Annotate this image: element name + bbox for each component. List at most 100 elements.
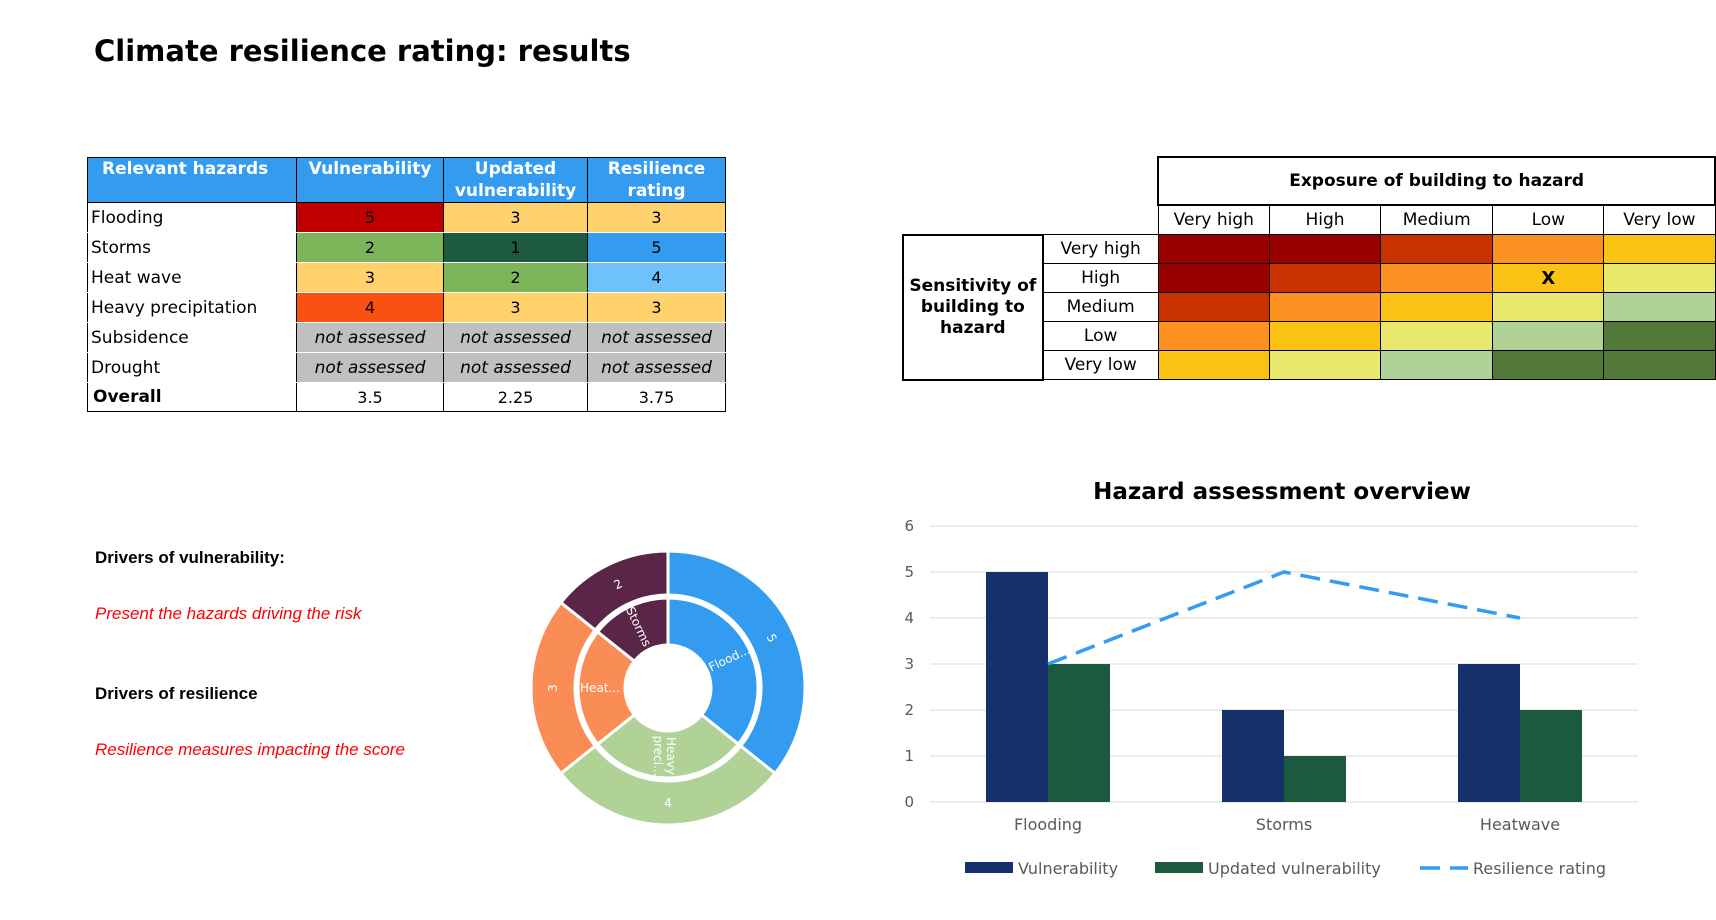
sensitivity-level-header: Low [1042, 321, 1159, 351]
resilience-cell: not assessed [587, 352, 726, 383]
table-row: Drought not assessed not assessed not as… [87, 352, 726, 383]
header-vulnerability: Vulnerability [296, 157, 444, 203]
chart-title: Hazard assessment overview [1093, 479, 1471, 505]
hazard-cell: Heavy precipitation [87, 292, 297, 323]
hazard-cell: Drought [87, 352, 297, 383]
overall-resilience: 3.75 [587, 382, 726, 412]
table-row: Heat wave 3 2 4 [87, 262, 726, 293]
matrix-row: Very low [903, 350, 1716, 380]
legend-label: Vulnerability [1018, 859, 1118, 878]
matrix-cell [1268, 350, 1382, 380]
matrix-cell [1157, 292, 1270, 322]
matrix-cell [1268, 292, 1382, 322]
y-tick-label: 5 [904, 563, 914, 581]
resilience-drivers-text: Resilience measures impacting the score [95, 740, 405, 759]
vulnerability-drivers-heading: Drivers of vulnerability: [95, 548, 285, 567]
matrix-cell [1268, 263, 1382, 293]
matrix-cell [1157, 263, 1270, 293]
hazard-cell: Flooding [87, 202, 297, 233]
hazard-cell: Subsidence [87, 322, 297, 353]
matrix-cell-marker: X [1492, 263, 1605, 293]
x-tick-label: Storms [1256, 815, 1312, 834]
bar [1520, 710, 1582, 802]
results-header-row: Relevant hazards Vulnerability Updated vu… [87, 157, 726, 203]
matrix-cell [1380, 321, 1494, 351]
table-row: Storms 2 1 5 [87, 232, 726, 263]
matrix-cell [1157, 234, 1270, 264]
bar [1222, 710, 1284, 802]
matrix-cell [1603, 263, 1716, 293]
header-updated-vulnerability: Updated vulnerability [443, 157, 588, 203]
matrix-cell [1603, 350, 1716, 380]
matrix-cell [1380, 350, 1494, 380]
legend-label: Resilience rating [1473, 859, 1606, 878]
header-updated-line1: Updated [474, 159, 557, 179]
legend-swatch [965, 862, 1013, 873]
x-tick-label: Heatwave [1480, 815, 1560, 834]
resilience-cell: 3 [587, 292, 726, 323]
matrix-cell [1157, 350, 1270, 380]
sensitivity-title-line2: building to [920, 296, 1025, 317]
matrix-cell [1380, 234, 1494, 264]
overall-label: Overall [87, 382, 297, 412]
x-tick-label: Flooding [1014, 815, 1082, 834]
header-hazards: Relevant hazards [87, 157, 297, 203]
resilience-cell: 5 [587, 232, 726, 263]
sensitivity-level-header: Very high [1042, 234, 1159, 264]
header-resilience-line2: rating [627, 181, 686, 201]
matrix-cell [1603, 234, 1716, 264]
sensitivity-title: Sensitivity of building to hazard [902, 233, 1044, 381]
updated-vulnerability-cell: 3 [443, 202, 588, 233]
matrix-cell [1268, 321, 1382, 351]
sensitivity-title-line3: hazard [940, 317, 1006, 338]
hazard-cell: Heat wave [87, 262, 297, 293]
exposure-title: Exposure of building to hazard [1157, 156, 1716, 206]
updated-vulnerability-cell: not assessed [443, 352, 588, 383]
resilience-drivers-heading: Drivers of resilience [95, 684, 258, 703]
table-row: Subsidence not assessed not assessed not… [87, 322, 726, 353]
matrix-cell [1603, 321, 1716, 351]
matrix-cell [1492, 234, 1605, 264]
matrix-row: Medium [903, 292, 1716, 322]
table-row: Heavy precipitation 4 3 3 [87, 292, 726, 323]
legend-swatch [1155, 862, 1203, 873]
matrix-cell [1380, 292, 1494, 322]
y-tick-label: 3 [904, 655, 914, 673]
matrix-row: Low [903, 321, 1716, 351]
vulnerability-cell: 4 [296, 292, 444, 323]
resilience-cell: not assessed [587, 322, 726, 353]
updated-vulnerability-cell: not assessed [443, 322, 588, 353]
overall-updated-vulnerability: 2.25 [443, 382, 588, 412]
resilience-cell: 4 [587, 262, 726, 293]
y-tick-label: 0 [904, 793, 914, 811]
header-resilience-line1: Resilience [607, 159, 706, 179]
resilience-cell: 3 [587, 202, 726, 233]
overall-vulnerability: 3.5 [296, 382, 444, 412]
sensitivity-level-header: High [1042, 263, 1159, 293]
vulnerability-cell: not assessed [296, 322, 444, 353]
page-title: Climate resilience rating: results [94, 34, 631, 68]
risk-matrix: Exposure of building to hazard Very high… [902, 156, 1716, 381]
bar [1048, 664, 1110, 802]
resilience-rating-line [1047, 570, 1521, 666]
updated-vulnerability-cell: 1 [443, 232, 588, 263]
y-tick-label: 6 [904, 517, 914, 535]
matrix-cell [1603, 292, 1716, 322]
vulnerability-cell: 2 [296, 232, 444, 263]
exposure-level-header: Very low [1603, 204, 1716, 235]
matrix-cell [1492, 321, 1605, 351]
table-row: Flooding 5 3 3 [87, 202, 726, 233]
header-updated-line2: vulnerability [454, 181, 577, 201]
matrix-row: Sensitivity of building to hazard Very hig… [902, 233, 1716, 381]
exposure-level-header: Medium [1380, 204, 1494, 235]
vulnerability-cell: not assessed [296, 352, 444, 383]
bar [1458, 664, 1520, 802]
bar [986, 572, 1048, 802]
y-tick-label: 1 [904, 747, 914, 765]
updated-vulnerability-cell: 2 [443, 262, 588, 293]
y-tick-label: 4 [904, 609, 914, 627]
hazard-cell: Storms [87, 232, 297, 263]
vulnerability-cell: 5 [296, 202, 444, 233]
bar [1284, 756, 1346, 802]
